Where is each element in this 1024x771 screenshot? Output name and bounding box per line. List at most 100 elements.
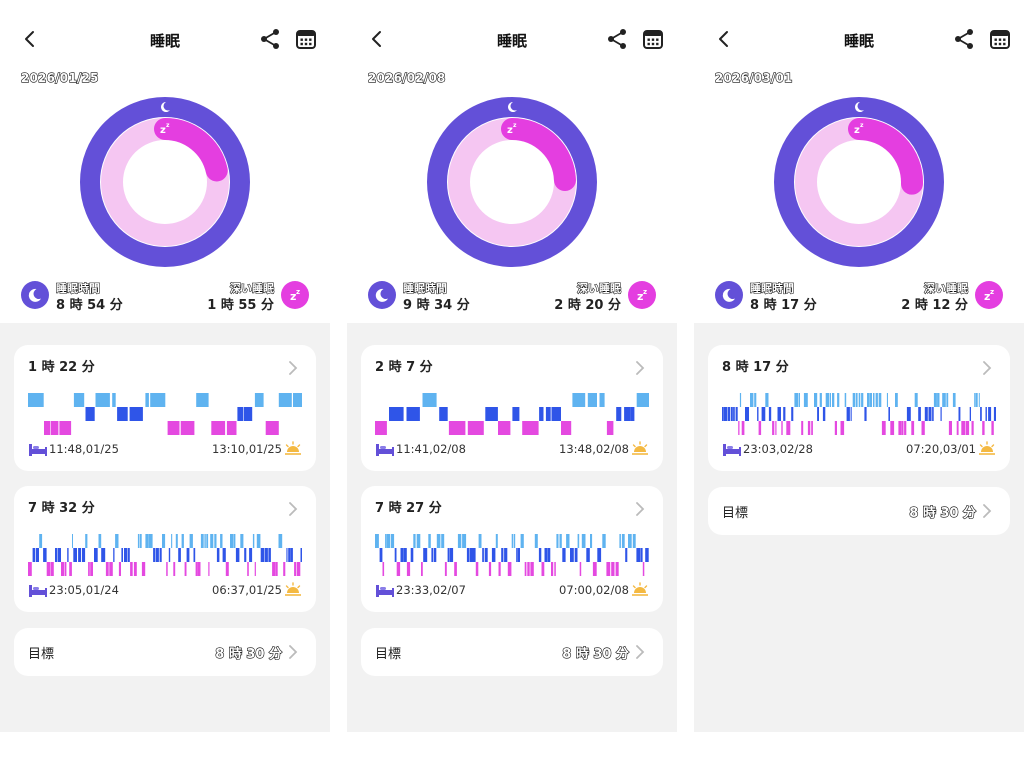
share-icon[interactable]: [606, 27, 628, 51]
medium-sleep-segment: [447, 548, 450, 562]
sleep-session-card[interactable]: 7 時 27 分 23:33,02/07 07:00,02/08: [361, 486, 663, 612]
medium-sleep-segment: [544, 548, 548, 562]
medium-sleep-segment: [67, 548, 69, 562]
sleep-time-value: 9 時 34 分: [403, 298, 470, 313]
chevron-right-icon: [289, 361, 298, 375]
light-sleep-segment: [566, 534, 570, 548]
sleep-start-time: 11:48,01/25: [49, 442, 119, 456]
ring-zz-glyph-small: z: [513, 122, 517, 129]
deep-sleep-segment: [184, 562, 187, 576]
light-sleep-segment: [942, 393, 946, 407]
sleep-session-card[interactable]: 1 時 22 分 11:48,01/25 13:10,01/25: [14, 345, 316, 471]
deep-sleep-segment: [921, 421, 925, 435]
light-sleep-segment: [39, 534, 43, 548]
deep-sleep-segment: [890, 421, 895, 435]
sunrise-icon: [632, 441, 648, 455]
medium-sleep-segment: [406, 407, 420, 421]
back-arrow-icon[interactable]: [20, 28, 40, 50]
light-sleep-segment: [230, 534, 234, 548]
light-sleep-segment: [621, 534, 625, 548]
sleep-session-card[interactable]: 2 時 7 分 11:41,02/08 13:48,02/08: [361, 345, 663, 471]
medium-sleep-segment: [449, 548, 454, 562]
light-sleep-segment: [436, 534, 441, 548]
calendar-icon[interactable]: [988, 27, 1012, 51]
deep-sleep-segment: [592, 562, 597, 576]
light-sleep-segment: [175, 534, 178, 548]
bed-icon: [376, 444, 394, 456]
medium-sleep-segment: [485, 407, 498, 421]
medium-sleep-segment: [517, 548, 520, 562]
deep-sleep-segment: [530, 562, 534, 576]
calendar-icon[interactable]: [641, 27, 665, 51]
medium-sleep-segment: [906, 407, 911, 421]
deep-sleep-segment: [611, 562, 615, 576]
medium-sleep-segment: [216, 548, 220, 562]
medium-sleep-segment: [817, 407, 819, 421]
sleep-goal-row[interactable]: 目標 8 時 30 分: [14, 628, 316, 676]
chevron-right-icon: [983, 504, 992, 518]
deep-sleep-segment: [758, 421, 762, 435]
deep-sleep-segment: [166, 562, 168, 576]
moon-icon: [715, 281, 743, 309]
light-sleep-segment: [933, 393, 937, 407]
medium-sleep-segment: [32, 548, 36, 562]
deep-sleep-segment: [615, 562, 619, 576]
medium-sleep-segment: [512, 407, 520, 421]
medium-sleep-segment: [616, 407, 622, 421]
ring-zz-icon: [155, 119, 175, 139]
medium-sleep-segment: [168, 548, 171, 562]
sleep-session-card[interactable]: 8 時 17 分 23:03,02/28 07:20,03/01: [708, 345, 1010, 471]
light-sleep-segment: [937, 393, 940, 407]
wake-time: 07:20,03/01: [906, 442, 976, 456]
chevron-right-icon: [983, 361, 992, 375]
light-sleep-segment: [858, 393, 861, 407]
medium-sleep-segment: [249, 548, 253, 562]
chevron-right-icon: [289, 645, 298, 659]
medium-sleep-segment: [423, 548, 428, 562]
back-arrow-icon[interactable]: [714, 28, 734, 50]
medium-sleep-segment: [222, 548, 226, 562]
light-sleep-segment: [145, 393, 149, 407]
deep-sleep-segment: [898, 421, 902, 435]
deep-sleep-segment: [90, 562, 93, 576]
medium-sleep-segment: [722, 407, 723, 421]
chevron-right-icon: [636, 645, 645, 659]
bed-icon: [376, 585, 394, 597]
deep-sleep-segment: [561, 421, 572, 435]
light-sleep-segment: [112, 393, 116, 407]
deep-sleep-segment: [807, 421, 811, 435]
light-sleep-segment: [139, 534, 142, 548]
sleep-goal-row[interactable]: 目標 8 時 30 分: [361, 628, 663, 676]
light-sleep-segment: [619, 534, 621, 548]
deep-sleep-segment: [167, 421, 180, 435]
deep-sleep-value: 2 時 20 分: [554, 298, 621, 313]
light-sleep-segment: [886, 393, 888, 407]
light-sleep-segment: [590, 534, 593, 548]
share-icon[interactable]: [259, 27, 281, 51]
deep-sleep-segment: [991, 421, 994, 435]
light-sleep-segment: [181, 534, 184, 548]
deep-sleep-arc: [848, 118, 923, 195]
deep-sleep-segment: [88, 562, 90, 576]
deep-sleep-segment: [247, 562, 249, 576]
deep-sleep-arc: [501, 118, 576, 192]
back-arrow-icon[interactable]: [367, 28, 387, 50]
light-sleep-segment: [798, 393, 800, 407]
share-icon[interactable]: [953, 27, 975, 51]
light-sleep-segment: [200, 534, 203, 548]
medium-sleep-segment: [193, 548, 196, 562]
wake-time: 13:48,02/08: [559, 442, 629, 456]
sleep-session-card[interactable]: 7 時 32 分 23:05,01/24 06:37,01/25: [14, 486, 316, 612]
sleep-goal-row[interactable]: 目標 8 時 30 分: [708, 487, 1010, 535]
deep-sleep-segment: [283, 562, 286, 576]
light-sleep-segment: [162, 534, 166, 548]
calendar-icon[interactable]: [294, 27, 318, 51]
light-sleep-segment: [149, 534, 153, 548]
light-sleep-segment: [441, 534, 445, 548]
medium-sleep-segment: [734, 407, 736, 421]
light-sleep-segment: [975, 393, 978, 407]
sunrise-icon: [979, 441, 995, 455]
light-sleep-segment: [254, 393, 264, 407]
